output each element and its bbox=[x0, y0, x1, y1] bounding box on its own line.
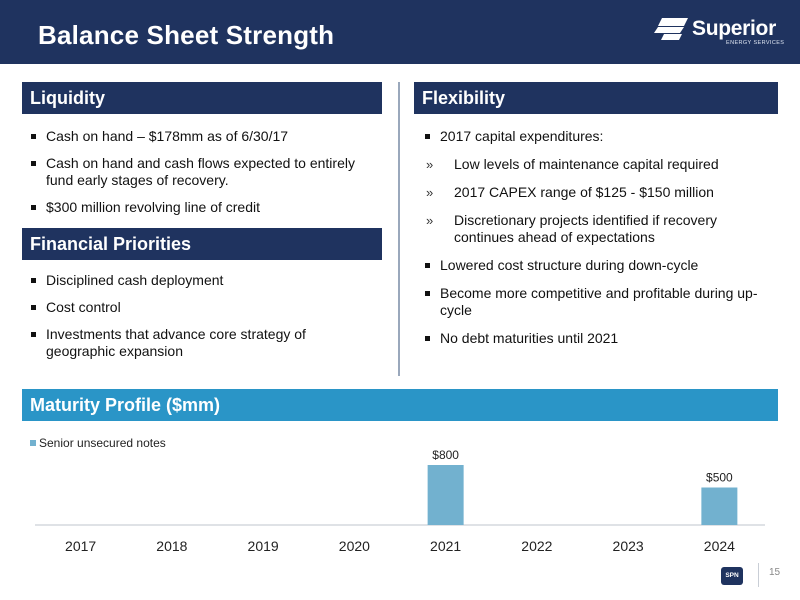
priorities-item: Disciplined cash deployment bbox=[46, 272, 224, 288]
flexibility-item: 2017 capital expenditures: bbox=[440, 128, 604, 144]
liquidity-list: Cash on hand – $178mm as of 6/30/17 Cash… bbox=[30, 128, 370, 226]
slide-title: Balance Sheet Strength bbox=[38, 20, 335, 50]
list-item: Investments that advance core strategy o… bbox=[30, 326, 370, 360]
list-item: Cash on hand and cash flows expected to … bbox=[30, 155, 370, 189]
x-tick-label: 2021 bbox=[430, 538, 461, 554]
flexibility-list: 2017 capital expenditures: » Low levels o… bbox=[424, 128, 769, 357]
liquidity-item: $300 million revolving line of credit bbox=[46, 199, 260, 215]
flexibility-item: No debt maturities until 2021 bbox=[440, 330, 619, 346]
square-bullet-icon bbox=[31, 332, 36, 337]
list-item: Cost control bbox=[30, 299, 370, 316]
flexibility-item: 2017 CAPEX range of $125 - $150 million bbox=[454, 184, 714, 200]
x-tick-label: 2023 bbox=[613, 538, 644, 554]
maturity-chart: 2017 2018 2019 2020 $800 2021 2022 2023 $500 2024 bbox=[35, 448, 765, 554]
chevron-bullet-icon: » bbox=[426, 157, 434, 172]
square-bullet-icon bbox=[31, 161, 36, 166]
square-bullet-icon bbox=[425, 291, 430, 296]
list-item: 2017 capital expenditures: bbox=[424, 128, 769, 145]
square-bullet-icon bbox=[425, 336, 430, 341]
list-subitem: » Discretionary projects identified if re… bbox=[424, 212, 769, 246]
square-bullet-icon bbox=[31, 278, 36, 283]
footer-divider bbox=[758, 563, 759, 587]
list-item: Become more competitive and profitable d… bbox=[424, 285, 769, 319]
priorities-item: Investments that advance core strategy o… bbox=[46, 326, 306, 359]
priorities-heading: Financial Priorities bbox=[22, 228, 382, 260]
liquidity-item: Cash on hand – $178mm as of 6/30/17 bbox=[46, 128, 289, 144]
liquidity-item: Cash on hand and cash flows expected to … bbox=[46, 155, 355, 188]
chart-bar bbox=[701, 487, 738, 525]
x-tick-label: 2020 bbox=[339, 538, 370, 554]
flexibility-item: Discretionary projects identified if rec… bbox=[454, 212, 717, 245]
square-bullet-icon bbox=[425, 134, 430, 139]
chart-legend: Senior unsecured notes bbox=[30, 436, 166, 450]
square-bullet-icon bbox=[31, 205, 36, 210]
flexibility-item: Lowered cost structure during down-cycle bbox=[440, 257, 699, 273]
x-tick-label: 2019 bbox=[248, 538, 279, 554]
data-label: $800 bbox=[432, 448, 459, 462]
list-item: No debt maturities until 2021 bbox=[424, 330, 769, 347]
page-number: 15 bbox=[769, 567, 781, 578]
square-bullet-icon bbox=[31, 134, 36, 139]
legend-swatch bbox=[30, 439, 36, 446]
spn-footer-logo: SPN bbox=[721, 567, 743, 585]
square-bullet-icon bbox=[31, 305, 36, 310]
logo-tagline: ENERGY SERVICES bbox=[726, 40, 785, 46]
chevron-bullet-icon: » bbox=[426, 185, 434, 200]
list-item: Lowered cost structure during down-cycle bbox=[424, 257, 769, 274]
superior-logo-icon bbox=[654, 18, 688, 40]
legend-label: Senior unsecured notes bbox=[39, 436, 166, 450]
list-subitem: » 2017 CAPEX range of $125 - $150 million bbox=[424, 184, 769, 201]
liquidity-heading: Liquidity bbox=[22, 82, 382, 114]
list-subitem: » Low levels of maintenance capital requi… bbox=[424, 156, 769, 173]
flexibility-heading: Flexibility bbox=[414, 82, 778, 114]
x-tick-label: 2017 bbox=[65, 538, 96, 554]
x-tick-label: 2022 bbox=[521, 538, 552, 554]
logo-brand: Superior bbox=[692, 17, 776, 40]
x-tick-label: 2024 bbox=[704, 538, 735, 554]
square-bullet-icon bbox=[425, 263, 430, 268]
priorities-list: Disciplined cash deployment Cost control… bbox=[30, 272, 370, 370]
maturity-heading: Maturity Profile ($mm) bbox=[22, 389, 778, 421]
list-item: Cash on hand – $178mm as of 6/30/17 bbox=[30, 128, 370, 145]
data-label: $500 bbox=[706, 471, 733, 485]
list-item: $300 million revolving line of credit bbox=[30, 199, 370, 216]
company-logo: Superior ENERGY SERVICES bbox=[654, 16, 790, 48]
chevron-bullet-icon: » bbox=[426, 213, 434, 228]
priorities-item: Cost control bbox=[46, 299, 121, 315]
chart-bar bbox=[427, 465, 464, 525]
column-divider bbox=[398, 82, 400, 376]
flexibility-item: Low levels of maintenance capital requir… bbox=[454, 156, 719, 172]
x-tick-label: 2018 bbox=[156, 538, 187, 554]
flexibility-item: Become more competitive and profitable d… bbox=[440, 285, 758, 318]
list-item: Disciplined cash deployment bbox=[30, 272, 370, 289]
